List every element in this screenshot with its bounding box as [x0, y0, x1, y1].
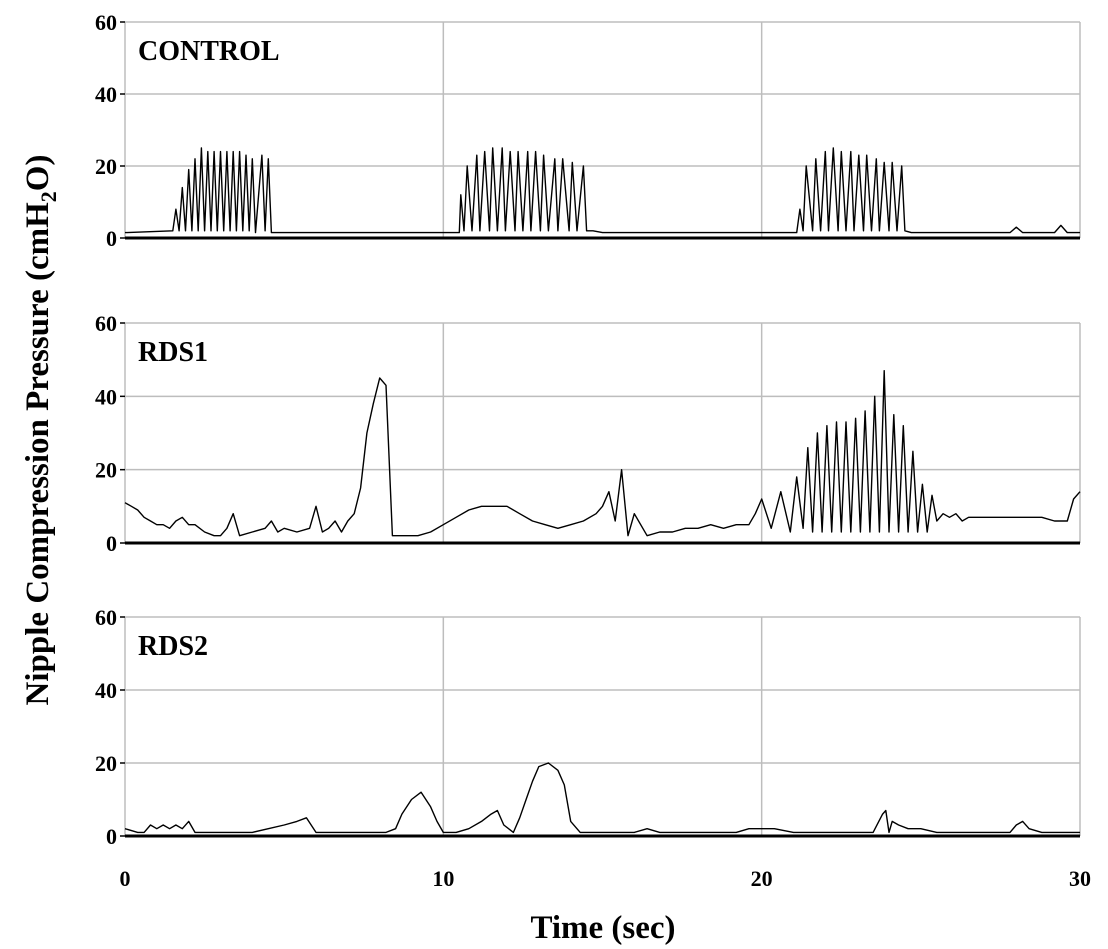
y-tick-label: 40	[95, 384, 117, 409]
y-tick-label: 60	[95, 311, 117, 336]
x-tick-label: 10	[432, 866, 454, 891]
panel-control: 0 20 40 60 CONTROL	[95, 10, 1081, 251]
y-axis-title: Nipple Compression Pressure (cmH2O)	[20, 155, 61, 706]
panel-rds2: 0 20 40 60 RDS2	[95, 605, 1081, 849]
y-tick-label: 20	[95, 154, 117, 179]
y-tick-label: 20	[95, 458, 117, 483]
y-tick-label: 20	[95, 751, 117, 776]
panels: 0 20 40 60 CONTROL 0 20 40 60 RDS1 0 20 40 60 RDS2	[95, 10, 1081, 849]
x-tick-label: 20	[751, 866, 773, 891]
trace-rds2	[124, 762, 1080, 834]
y-tick-label: 60	[95, 605, 117, 630]
trace-rds1	[124, 370, 1081, 537]
panel-label: RDS1	[138, 337, 208, 368]
y-tick-label: 0	[106, 531, 117, 556]
panel-label: RDS2	[138, 631, 208, 662]
y-tick-label: 40	[95, 678, 117, 703]
panel-rds1: 0 20 40 60 RDS1	[95, 311, 1081, 556]
panel-label: CONTROL	[138, 36, 280, 67]
trace-control	[124, 147, 1080, 234]
x-tick-labels: 0 10 20 30	[120, 866, 1092, 891]
y-tick-label: 60	[95, 10, 117, 35]
x-tick-label: 30	[1069, 866, 1091, 891]
y-tick-label: 0	[106, 824, 117, 849]
x-axis-title: Time (sec)	[530, 910, 675, 946]
x-tick-label: 0	[120, 866, 131, 891]
y-tick-label: 40	[95, 82, 117, 107]
y-tick-label: 0	[106, 226, 117, 251]
